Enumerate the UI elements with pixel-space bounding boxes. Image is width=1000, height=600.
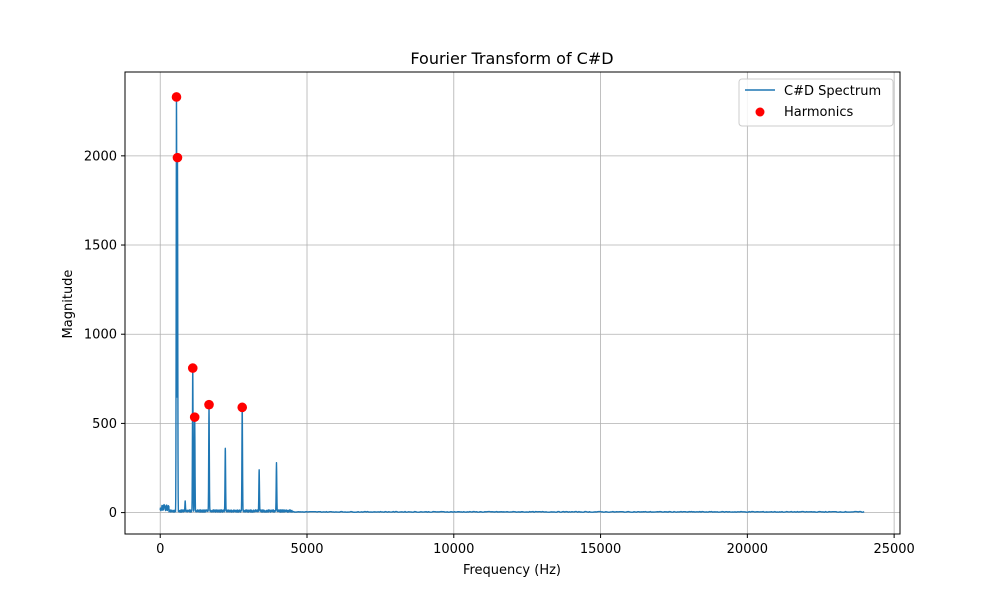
y-tick-label: 0 bbox=[109, 506, 117, 521]
tick-labels: 0 5000 10000 15000 20000 25000 0 500 1000 1500 200… bbox=[84, 149, 915, 557]
harmonic-point bbox=[237, 402, 248, 413]
y-tick-label: 2000 bbox=[84, 149, 117, 164]
x-tick-label: 10000 bbox=[433, 542, 474, 557]
x-tick-label: 20000 bbox=[727, 542, 768, 557]
spectrum-line bbox=[159, 96, 865, 513]
harmonic-point bbox=[204, 399, 214, 410]
harmonic-point bbox=[187, 363, 198, 373]
harmonic-markers bbox=[171, 92, 248, 422]
grid bbox=[125, 72, 900, 534]
x-tick-label: 15000 bbox=[580, 542, 621, 557]
y-tick-label: 1000 bbox=[84, 328, 117, 343]
harmonic-point bbox=[189, 412, 200, 422]
x-axis-label: Frequency (Hz) bbox=[463, 563, 561, 578]
x-tick-label: 25000 bbox=[873, 542, 914, 557]
x-tick-label: 5000 bbox=[290, 542, 323, 557]
legend-label-spectrum: C#D Spectrum bbox=[784, 84, 881, 99]
legend-marker-swatch bbox=[755, 107, 765, 117]
y-tick-label: 1500 bbox=[84, 239, 117, 254]
legend-box bbox=[738, 78, 894, 127]
x-tick-label: 0 bbox=[156, 542, 164, 557]
legend: C#D Spectrum Harmonics bbox=[738, 78, 894, 127]
chart-title: Fourier Transform of C#D bbox=[410, 49, 613, 68]
y-tick-label: 500 bbox=[92, 417, 117, 432]
harmonic-point bbox=[172, 152, 183, 163]
y-axis-label: Magnitude bbox=[61, 270, 76, 339]
harmonic-point bbox=[171, 92, 182, 102]
plot-area bbox=[124, 71, 901, 535]
legend-label-harmonics: Harmonics bbox=[784, 105, 853, 120]
